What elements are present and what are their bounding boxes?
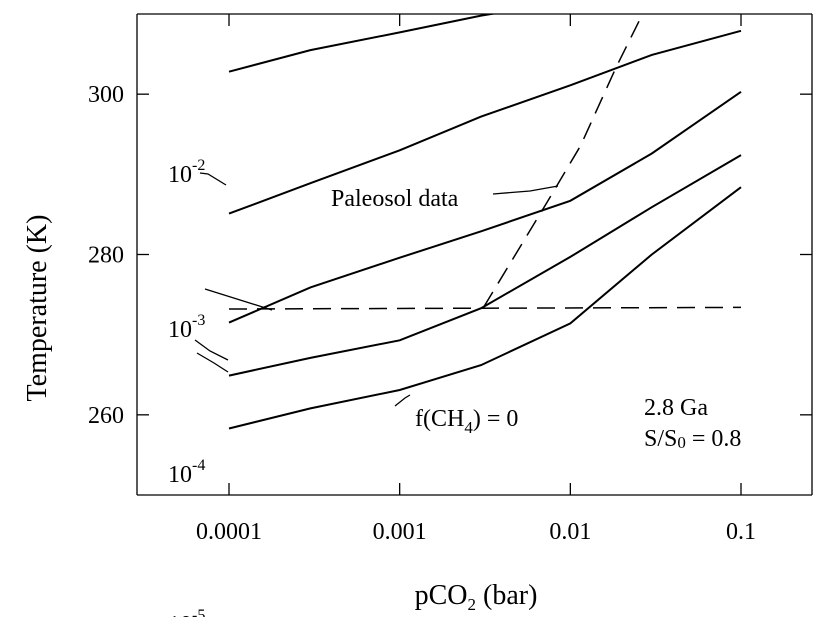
paleosol-data-label: Paleosol data [331,186,459,212]
series-label-leader-1e-3 [194,339,229,361]
paleosol-label-leader [492,185,559,195]
x-axis-title-subscript: 2 [468,595,477,614]
series-line-3 [228,154,742,377]
series-line-0 [228,14,498,73]
freezing-reference-line [228,306,742,310]
series-label-fch4-zero: f(CH4) = 0 [415,406,518,437]
y-axis-title: Temperature (K) [22,215,53,402]
series-label-1e-2: 10-2 [168,157,205,188]
series-label-leader-1e-2 [199,172,227,186]
age-annotation: 2.8 Ga [644,395,708,421]
paleosol-constraint-line [482,14,644,308]
x-axis-title: pCO2 (bar) [415,580,538,614]
x-tick-label: 0.01 [549,519,591,545]
series-line-4 [228,186,742,430]
series-line-2 [228,90,742,324]
x-tick-label: 0.0001 [196,519,262,545]
series-label-leader-1e-5 [196,352,229,373]
y-tick-label: 260 [88,403,124,429]
y-tick-label: 300 [88,82,124,108]
series-label-1e-5: 10-5 [168,607,205,617]
y-tick-label: 280 [88,243,124,269]
solar-ratio-annotation: S/S0 = 0.8 [644,426,741,452]
series-label-leader-1e-4 [204,288,273,311]
x-tick-label: 0.1 [726,519,756,545]
fch4-label-leader [394,394,411,407]
x-tick-label: 0.001 [373,519,427,545]
series-line-1 [228,29,742,215]
series-label-1e-3: 10-3 [168,312,205,343]
x-axis-title-main: pCO [415,580,468,611]
x-axis-title-unit: (bar) [476,580,537,611]
series-label-1e-4: 10-4 [168,457,205,488]
